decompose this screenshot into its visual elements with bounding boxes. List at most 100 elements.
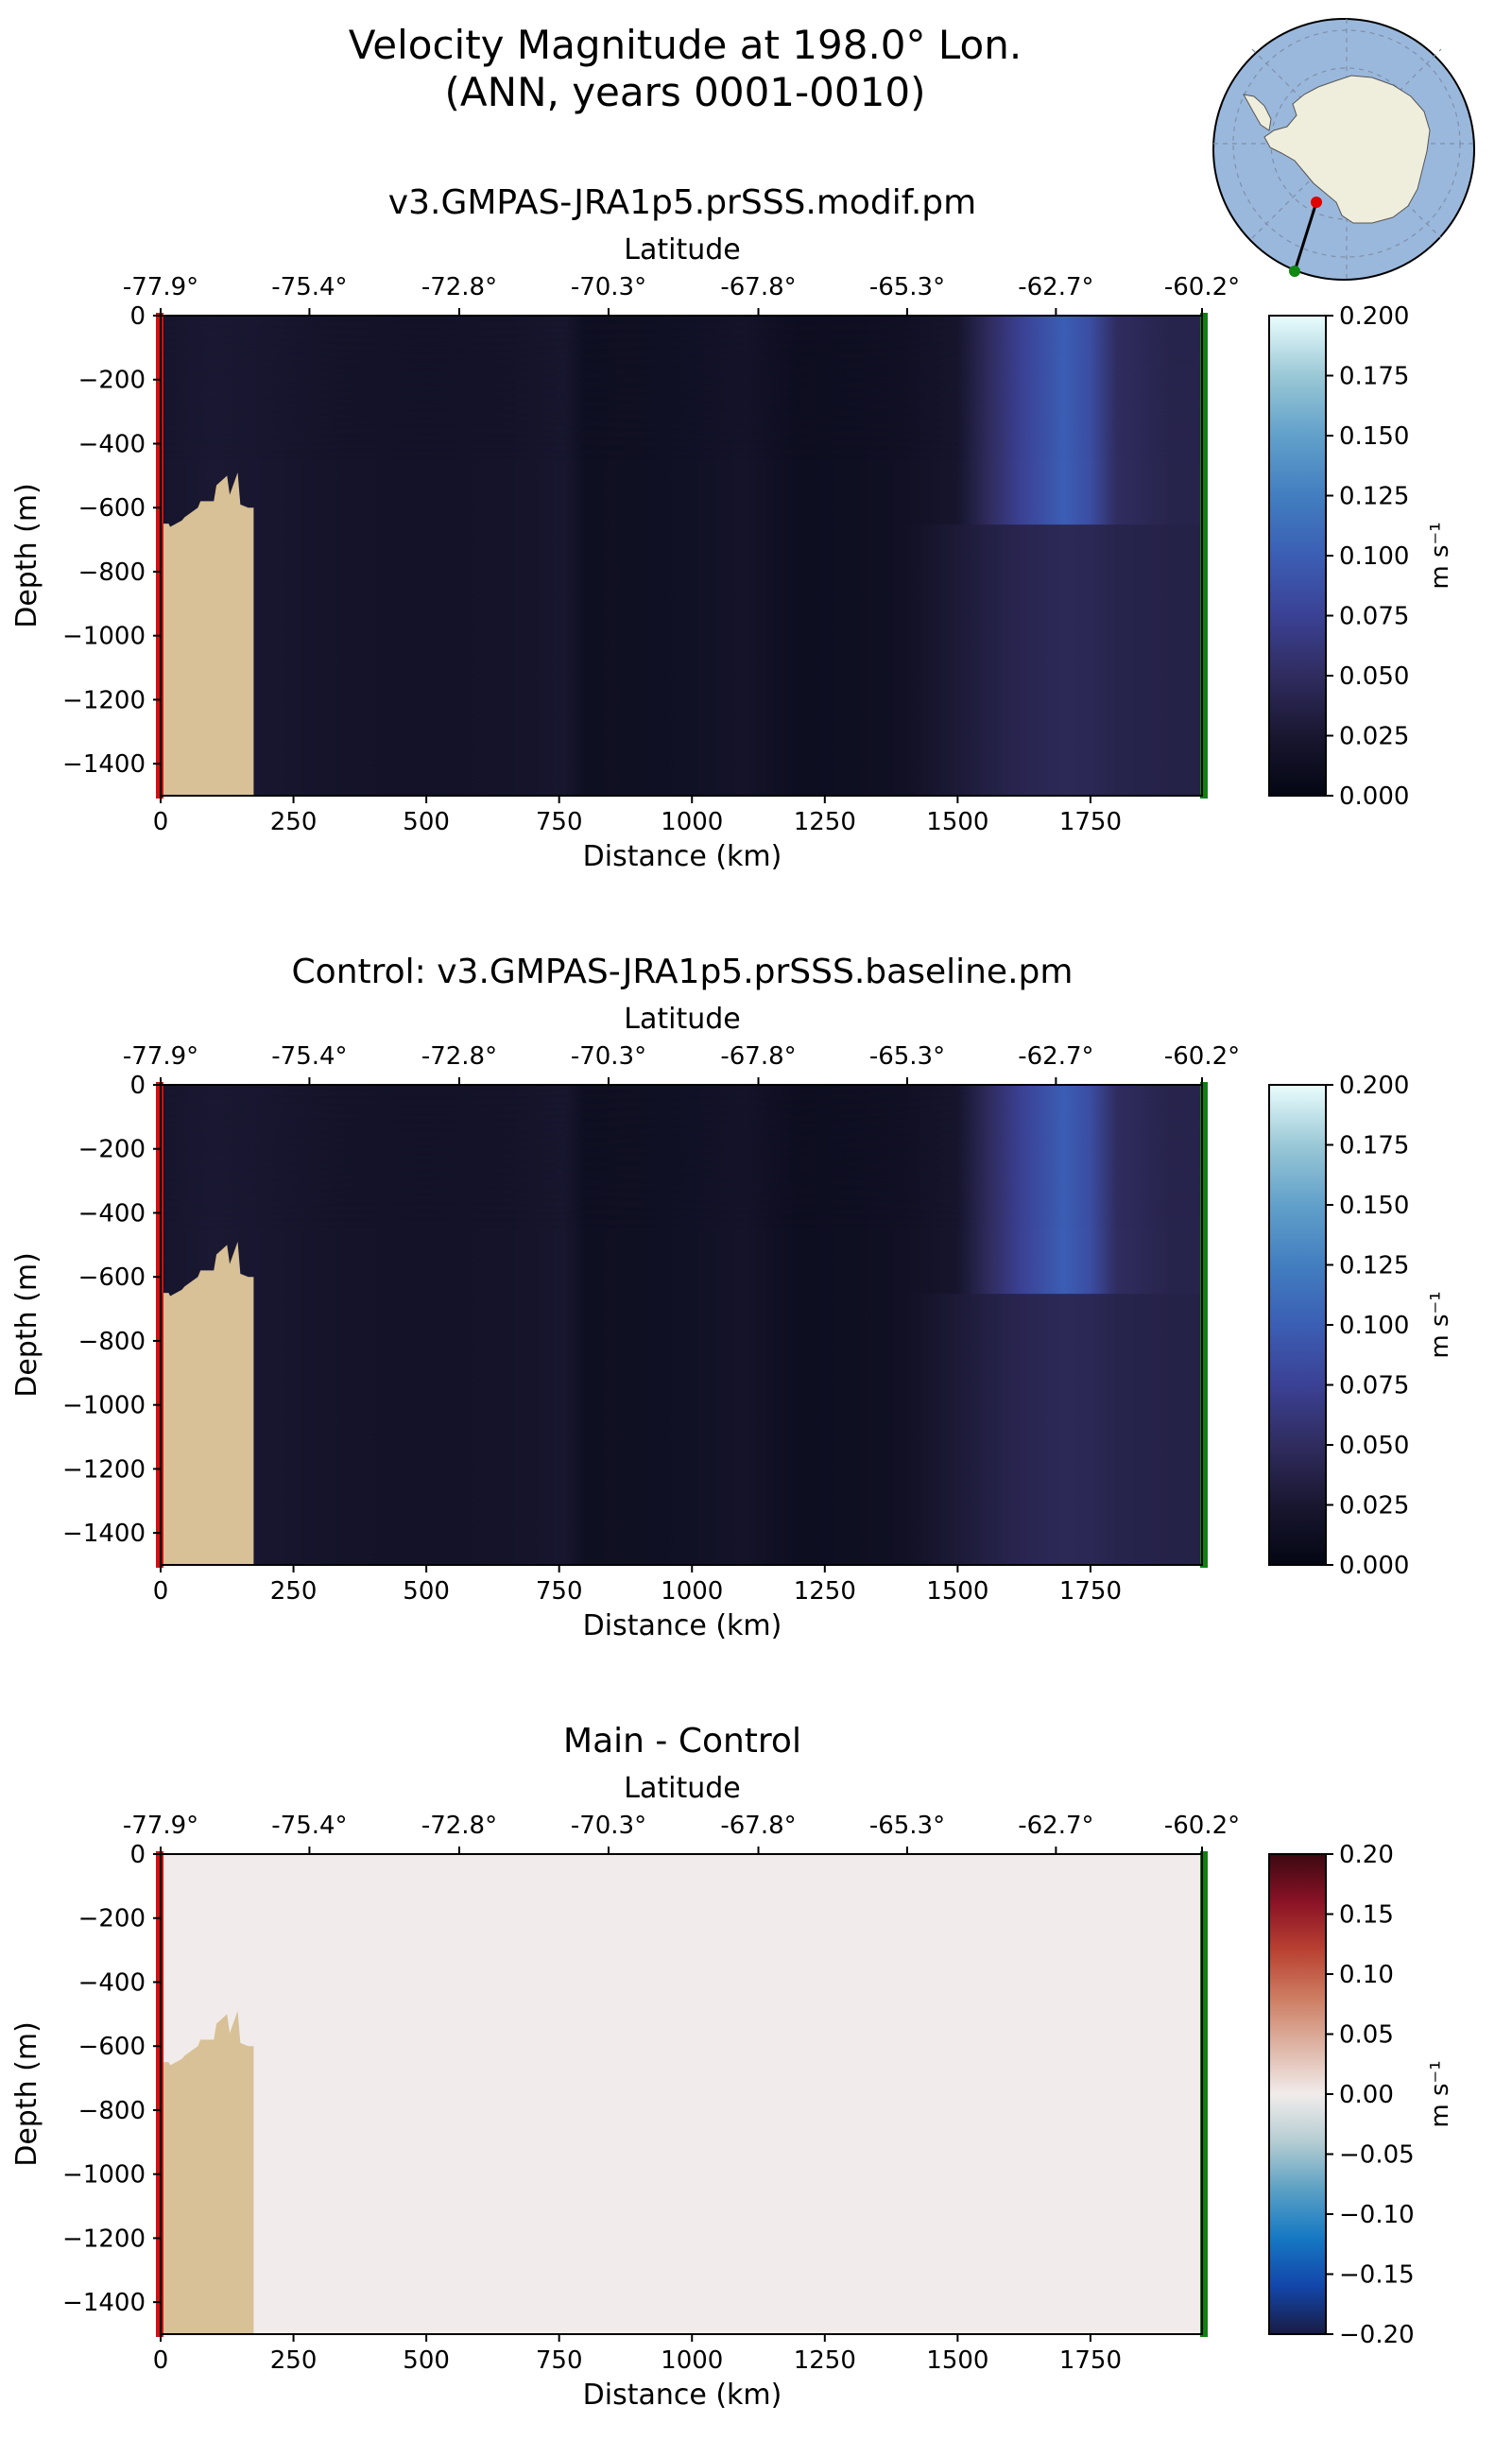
chart-panel-1: v3.GMPAS-JRA1p5.prSSS.modif.pm 0 250 500 750… xyxy=(10,183,1454,873)
lat-tick-label: -77.9° xyxy=(123,273,198,301)
velocity-field xyxy=(161,1854,1202,2334)
x-tick-label: 500 xyxy=(403,2346,450,2375)
top-axis-label: Latitude xyxy=(624,1003,740,1036)
lat-tick-label: -62.7° xyxy=(1018,273,1093,301)
y-tick-label: −400 xyxy=(78,430,146,458)
colorbar-tick-label: 0.200 xyxy=(1339,302,1409,331)
transect-end-marker xyxy=(1289,266,1300,277)
lat-tick-label: -72.8° xyxy=(421,1812,497,1840)
colorbar-tick-label: 0.05 xyxy=(1339,2021,1394,2050)
chart-panel-2: Control: v3.GMPAS-JRA1p5.prSSS.baseline.… xyxy=(10,953,1454,1642)
x-tick-label: 750 xyxy=(536,808,583,836)
lat-tick-label: -67.8° xyxy=(720,1042,796,1071)
colorbar-tick-label: 0.175 xyxy=(1339,1132,1409,1160)
y-axis-label: Depth (m) xyxy=(10,2021,43,2167)
transect-end-bar xyxy=(1200,313,1208,799)
colorbar-tick-label: 0.200 xyxy=(1339,1072,1409,1100)
y-tick-label: −1200 xyxy=(62,686,146,714)
y-axis-label: Depth (m) xyxy=(10,1252,43,1398)
x-tick-label: 1000 xyxy=(661,1577,723,1606)
x-tick-label: 750 xyxy=(536,2346,583,2375)
x-tick-label: 1750 xyxy=(1059,2346,1122,2375)
colorbar-tick-label: −0.15 xyxy=(1339,2261,1415,2290)
lat-tick-label: -62.7° xyxy=(1018,1042,1093,1071)
x-tick-label: 1000 xyxy=(661,2346,723,2375)
y-tick-label: −600 xyxy=(78,494,146,523)
colorbar-tick-label: 0.150 xyxy=(1339,1192,1409,1220)
colorbar-tick-label: −0.20 xyxy=(1339,2321,1415,2349)
lat-tick-label: -67.8° xyxy=(720,273,796,301)
velocity-field-deep xyxy=(161,524,1202,796)
lat-tick-label: -72.8° xyxy=(421,273,497,301)
y-tick-label: −600 xyxy=(78,2033,146,2061)
colorbar-tick-label: 0.175 xyxy=(1339,363,1409,391)
x-tick-label: 1750 xyxy=(1059,808,1122,836)
figure-title-line1: Velocity Magnitude at 198.0° Lon. xyxy=(348,22,1022,68)
y-tick-label: −1400 xyxy=(62,1520,146,1548)
velocity-field xyxy=(161,316,1202,796)
colorbar-tick-label: 0.000 xyxy=(1339,1552,1409,1580)
transect-start-marker xyxy=(1311,197,1322,208)
lat-tick-label: -75.4° xyxy=(271,1812,347,1840)
y-tick-label: −800 xyxy=(78,2097,146,2125)
y-tick-label: −600 xyxy=(78,1263,146,1292)
colorbar-tick-label: 0.00 xyxy=(1339,2081,1394,2109)
lat-tick-label: -77.9° xyxy=(123,1042,198,1071)
lat-tick-label: -65.3° xyxy=(869,1812,945,1840)
x-tick-label: 750 xyxy=(536,1577,583,1606)
seafloor-topography xyxy=(161,1241,254,1565)
y-tick-label: 0 xyxy=(129,302,146,331)
lat-tick-label: -67.8° xyxy=(720,1812,796,1840)
colorbar-tick-label: 0.100 xyxy=(1339,1312,1409,1340)
colorbar-tick-label: 0.150 xyxy=(1339,422,1409,451)
colorbar-tick-label: 0.125 xyxy=(1339,483,1409,511)
lat-tick-label: -70.3° xyxy=(571,273,646,301)
lat-tick-label: -70.3° xyxy=(571,1812,646,1840)
colorbar-tick-label: 0.20 xyxy=(1339,1841,1394,1869)
colorbar-label: m s⁻¹ xyxy=(1426,522,1454,589)
seafloor-topography xyxy=(161,2010,254,2334)
top-axis-label: Latitude xyxy=(624,1772,740,1805)
inset-map xyxy=(1212,18,1475,281)
x-tick-label: 1000 xyxy=(661,808,723,836)
colorbar-tick-label: 0.050 xyxy=(1339,1432,1409,1460)
y-tick-label: −400 xyxy=(78,1199,146,1228)
transect-end-bar xyxy=(1200,1082,1208,1568)
lat-tick-label: -65.3° xyxy=(869,1042,945,1071)
plot-frame xyxy=(160,1084,1203,1566)
colorbar-tick-label: 0.075 xyxy=(1339,603,1409,631)
y-tick-label: −1400 xyxy=(62,2289,146,2317)
colorbar xyxy=(1268,315,1327,797)
velocity-field-surface-jet xyxy=(161,1085,1202,1229)
panel-title: Main - Control xyxy=(563,1722,801,1761)
colorbar-tick-label: 0.025 xyxy=(1339,1492,1409,1521)
y-tick-label: −400 xyxy=(78,1968,146,1997)
x-tick-label: 250 xyxy=(270,2346,318,2375)
y-tick-label: −200 xyxy=(78,367,146,395)
colorbar-tick-label: −0.05 xyxy=(1339,2141,1415,2170)
x-tick-label: 500 xyxy=(403,808,450,836)
transect-line xyxy=(1293,201,1318,272)
y-tick-label: −200 xyxy=(78,1136,146,1164)
x-tick-label: 250 xyxy=(270,808,318,836)
x-tick-label: 1250 xyxy=(794,808,856,836)
y-tick-label: −1400 xyxy=(62,750,146,779)
y-tick-label: −1200 xyxy=(62,2225,146,2253)
seafloor-topography xyxy=(161,472,254,796)
velocity-field-deep xyxy=(161,1293,1202,1565)
lat-tick-label: -75.4° xyxy=(271,1042,347,1071)
y-axis-label: Depth (m) xyxy=(10,483,43,628)
x-tick-label: 0 xyxy=(153,2346,169,2375)
x-tick-label: 1750 xyxy=(1059,1577,1122,1606)
y-tick-label: −800 xyxy=(78,1328,146,1356)
y-tick-label: 0 xyxy=(129,1072,146,1100)
lat-tick-label: -60.2° xyxy=(1164,273,1240,301)
x-tick-label: 1250 xyxy=(794,1577,856,1606)
y-tick-label: −800 xyxy=(78,558,146,587)
colorbar xyxy=(1268,1084,1327,1566)
lat-tick-label: -70.3° xyxy=(571,1042,646,1071)
colorbar-tick-label: 0.075 xyxy=(1339,1372,1409,1400)
y-tick-label: −1000 xyxy=(62,1392,146,1420)
x-tick-label: 0 xyxy=(153,1577,169,1606)
